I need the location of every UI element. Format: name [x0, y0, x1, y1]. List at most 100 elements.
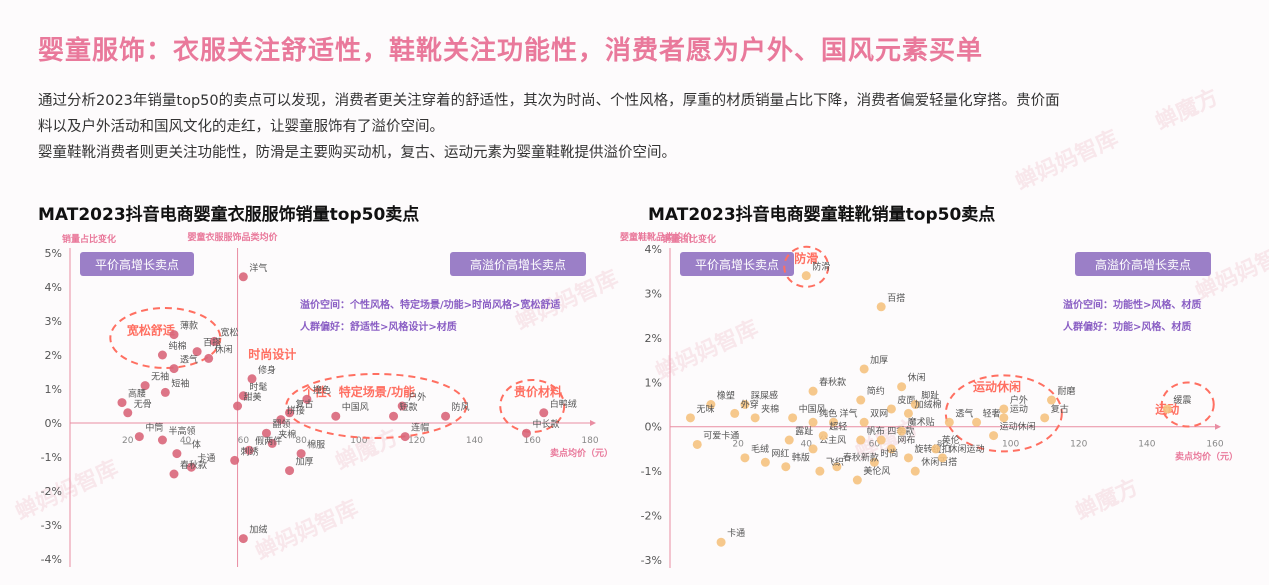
- data-point-marker: [160, 387, 170, 397]
- data-point: 复古: [285, 398, 314, 418]
- clothing-scatter-chart: 销量占比变化 婴童衣服服饰品类均价 5% 4% 3% 2% 1% 0% -1% -2% -3% -4%…: [41, 231, 613, 567]
- data-point-label: 纯棉: [168, 340, 186, 352]
- data-point-marker: [944, 417, 954, 427]
- data-point: 透气: [944, 407, 973, 427]
- data-point-marker: [276, 415, 286, 425]
- data-point: 洋气: [829, 407, 858, 427]
- data-point: 宽松: [209, 326, 238, 346]
- data-point: 假两件: [244, 435, 282, 455]
- highlight-label: 防滑: [794, 250, 818, 265]
- x-axis-arrow: [590, 420, 596, 426]
- data-point: 运动: [999, 404, 1028, 423]
- data-point-label: 加绒: [249, 524, 267, 536]
- data-point-label: 百搭: [203, 337, 221, 349]
- data-point-marker: [801, 271, 811, 281]
- data-point-marker: [808, 417, 818, 427]
- data-point-marker: [1047, 395, 1056, 405]
- data-point: 时髦: [238, 381, 267, 401]
- data-point-label: 连帽: [411, 422, 429, 434]
- data-point: 加绒: [238, 524, 267, 544]
- data-point: 夹棉: [750, 403, 779, 423]
- data-point-marker: [230, 455, 240, 465]
- data-point: 英伦: [931, 434, 960, 454]
- data-point-marker: [539, 408, 549, 418]
- data-point-marker: [716, 537, 726, 547]
- x-tick-label: 80: [295, 436, 307, 446]
- data-point: 中筒: [134, 422, 163, 442]
- data-point: 皮面: [886, 394, 915, 414]
- data-point: 甜美: [233, 391, 262, 411]
- data-point: 时尚: [869, 447, 898, 467]
- data-point-marker: [999, 413, 1009, 423]
- data-point-marker: [876, 435, 886, 445]
- data-point-label: 加厚: [296, 457, 314, 468]
- data-point-label: 中国风: [342, 401, 369, 413]
- data-point-label: 飞织: [826, 456, 844, 468]
- data-point: 中长款: [521, 418, 559, 438]
- data-point: 薄款: [169, 320, 198, 340]
- data-point: 刺绣: [230, 445, 259, 465]
- badge-right: 高溢价高增长卖点: [1075, 252, 1211, 276]
- data-point-marker: [140, 381, 150, 391]
- data-point: 无袖: [140, 371, 169, 391]
- data-point-marker: [169, 330, 179, 340]
- data-point: 露趾: [784, 425, 813, 445]
- badge-right: 高溢价高增长卖点: [450, 252, 586, 276]
- data-point-marker: [730, 408, 740, 418]
- data-point-label: 短袖: [171, 377, 189, 389]
- y-tick-label: -1%: [641, 465, 662, 478]
- data-point-marker: [261, 428, 271, 438]
- data-point-label: 休闲: [215, 343, 233, 355]
- data-point-label: 时髦: [249, 381, 267, 393]
- x-tick-label: 120: [408, 436, 425, 446]
- data-point: 毛绒: [740, 443, 769, 463]
- data-point-marker: [910, 400, 920, 409]
- data-point-label: 春秋新款: [843, 452, 879, 464]
- data-point-label: 百搭: [887, 292, 905, 304]
- data-point-label: 轻奢: [983, 407, 1001, 419]
- data-point-label: 帆布: [867, 425, 885, 437]
- data-point-marker: [1040, 413, 1050, 423]
- data-point: 卡通: [716, 527, 745, 547]
- data-point-marker: [818, 431, 828, 441]
- data-point-label: 刺绣: [241, 445, 259, 457]
- y-tick-label: 2%: [45, 349, 62, 362]
- data-point-label: 户外: [408, 391, 426, 403]
- data-point: 韩版: [781, 452, 810, 472]
- data-point: 洋气: [238, 262, 267, 282]
- y-tick-label: 0%: [45, 417, 62, 430]
- data-point-label: 无骨: [134, 399, 152, 410]
- data-point-marker: [760, 457, 770, 467]
- data-point: 脚趾: [910, 390, 939, 409]
- data-point-label: 假两件: [255, 435, 282, 447]
- data-point-marker: [441, 411, 451, 421]
- data-point: 短袖: [160, 377, 189, 397]
- data-point-marker: [784, 435, 794, 445]
- x-tick-label: 100: [1002, 440, 1019, 450]
- data-point-label: 休闲运动: [949, 443, 985, 455]
- badge-left: 平价高增长卖点: [680, 252, 794, 276]
- data-point-marker: [389, 411, 399, 421]
- data-point-label: 卡通: [197, 452, 215, 464]
- data-point: 可爱卡通: [692, 429, 739, 449]
- highlight-label: 宽松舒适: [126, 323, 175, 338]
- data-point: 透气: [169, 354, 198, 374]
- y-tick-label: -3%: [641, 554, 662, 567]
- x-tick-label: 160: [1206, 440, 1223, 450]
- data-point: 防滑: [801, 261, 830, 281]
- preference-note: 人群偏好：舒适性>风格设计>材质: [300, 320, 457, 333]
- highlight-label: 贵价材料: [514, 384, 562, 399]
- data-point-marker: [886, 444, 896, 454]
- x-tick-label: 140: [1138, 440, 1155, 450]
- data-point-marker: [897, 426, 907, 436]
- data-point: 百搭: [876, 292, 905, 312]
- data-point: 帆布: [856, 425, 885, 445]
- data-point-label: 复古: [296, 398, 314, 410]
- page-title: 婴童服饰：衣服关注舒适性，鞋靴关注功能性，消费者愿为户外、国风元素买单: [38, 36, 984, 66]
- data-point-label: 户外: [1010, 394, 1028, 406]
- data-point-marker: [172, 449, 182, 459]
- data-point: 简约: [856, 385, 885, 405]
- data-point: 橡塑: [706, 390, 735, 409]
- data-point-label: 橡塑: [717, 390, 735, 402]
